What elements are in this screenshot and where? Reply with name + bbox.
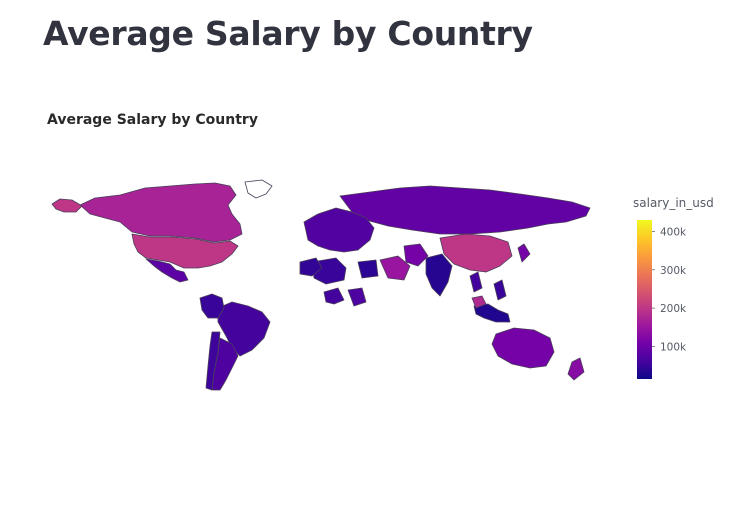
country-morocco[interactable] [299,257,323,277]
country-chile[interactable] [205,331,221,391]
country-canada[interactable] [79,182,243,243]
country-saudi-arabia[interactable] [379,255,411,281]
country-indonesia[interactable] [473,303,511,323]
country-europe[interactable] [303,207,375,253]
country-kenya[interactable] [347,287,367,307]
country-iran[interactable] [403,243,429,267]
country-philippines[interactable] [493,279,507,301]
colorbar: salary_in_usd 100k 200k 300k 400k [633,196,714,379]
country-malaysia[interactable] [471,295,487,309]
country-vietnam[interactable] [469,271,483,293]
country-japan[interactable] [517,243,531,263]
world-map[interactable] [51,179,591,391]
country-new-zealand[interactable] [567,357,585,381]
country-australia[interactable] [491,327,555,369]
country-india[interactable] [425,253,453,297]
country-alaska[interactable] [51,198,83,213]
country-mexico[interactable] [145,258,189,283]
colorbar-title: salary_in_usd [633,196,714,210]
colorbar-gradient [637,220,652,379]
page-title: Average Salary by Country [43,14,533,53]
country-greenland[interactable] [244,179,273,199]
country-usa[interactable] [131,233,239,269]
colorbar-tick-label: 400k [660,226,687,238]
country-russia[interactable] [339,185,591,235]
country-brazil[interactable] [217,301,271,357]
colorbar-tick-label: 300k [660,265,687,277]
colorbar-tick-label: 200k [660,303,687,315]
country-colombia[interactable] [199,293,225,319]
colorbar-tick-label: 100k [660,341,687,353]
country-algeria[interactable] [311,257,347,285]
country-china[interactable] [439,233,513,273]
country-egypt[interactable] [357,259,379,279]
country-nigeria[interactable] [323,287,345,305]
chart-title: Average Salary by Country [47,112,258,128]
